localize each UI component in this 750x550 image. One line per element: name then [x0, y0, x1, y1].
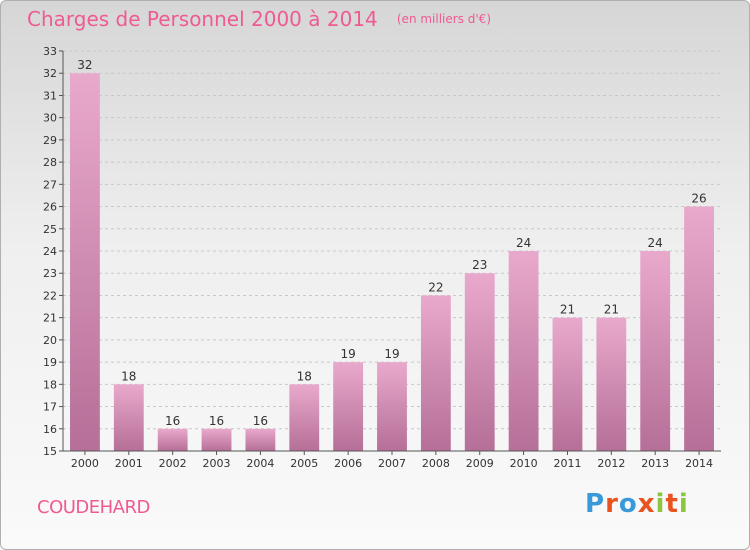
y-tick-label: 22 [43, 289, 57, 302]
data-label: 23 [472, 258, 487, 272]
bar-2014[interactable] [684, 206, 714, 451]
logo-letter: t [665, 489, 679, 519]
chart-title: Charges de Personnel 2000 à 2014 [27, 7, 378, 31]
bar-2007[interactable] [377, 362, 407, 451]
chart-subtitle: (en milliers d'€) [396, 12, 491, 26]
logo-letter: i [655, 489, 666, 519]
bar-2002[interactable] [157, 428, 188, 451]
x-tick-label: 2008 [422, 457, 450, 470]
y-tick-label: 33 [43, 45, 57, 58]
data-label: 16 [253, 414, 268, 428]
data-label: 18 [121, 369, 136, 383]
proxiti-logo[interactable]: Proxiti [585, 489, 689, 519]
axis-layer: 15 16 17 18 19 20 21 22 23 24 25 26 27 28 29 30 31 32 33 20… [43, 45, 721, 470]
y-tick-label: 15 [43, 445, 57, 458]
data-label: 22 [428, 280, 443, 294]
bar-2009[interactable] [464, 273, 495, 451]
y-tick-label: 24 [43, 245, 57, 258]
bar-2008[interactable] [420, 295, 451, 451]
y-tick-label: 26 [43, 201, 57, 214]
data-label: 18 [297, 369, 312, 383]
bar-2000[interactable] [70, 73, 100, 451]
data-label: 19 [384, 347, 399, 361]
logo-letter: i [678, 489, 689, 519]
x-tick-label: 2013 [641, 457, 669, 470]
bar-layer [70, 73, 714, 451]
logo-letter: o [618, 489, 638, 519]
title-row: Charges de Personnel 2000 à 2014 (en mil… [27, 7, 491, 31]
data-label: 26 [691, 192, 706, 206]
x-tick-label: 2010 [510, 457, 538, 470]
data-label: 21 [560, 303, 575, 317]
bar-2001[interactable] [113, 384, 144, 451]
bar-2005[interactable] [289, 384, 320, 451]
y-tick-label: 17 [43, 401, 57, 414]
bar-2010[interactable] [508, 251, 539, 451]
x-tick-label: 2011 [553, 457, 581, 470]
data-label: 21 [604, 303, 619, 317]
logo-letter: r [605, 489, 619, 519]
x-tick-label: 2004 [246, 457, 274, 470]
data-label: 19 [340, 347, 355, 361]
y-tick-label: 23 [43, 267, 57, 280]
data-label: 24 [516, 236, 531, 250]
place-name: COUDEHARD [37, 497, 150, 518]
logo-letter: x [637, 489, 656, 519]
bar-2006[interactable] [333, 362, 364, 451]
data-label: 32 [77, 58, 92, 72]
x-tick-label: 2007 [378, 457, 406, 470]
y-tick-label: 29 [43, 134, 57, 147]
x-tick-label: 2009 [466, 457, 494, 470]
x-tick-label: 2000 [71, 457, 99, 470]
y-tick-label: 25 [43, 223, 57, 236]
y-tick-label: 18 [43, 378, 57, 391]
y-tick-label: 31 [43, 89, 57, 102]
bar-2012[interactable] [596, 317, 627, 451]
bar-2003[interactable] [201, 428, 232, 451]
y-tick-label: 16 [43, 423, 57, 436]
x-tick-label: 2014 [685, 457, 713, 470]
y-tick-label: 30 [43, 112, 57, 125]
x-tick-label: 2002 [159, 457, 187, 470]
bar-2004[interactable] [245, 428, 276, 451]
data-label: 24 [648, 236, 663, 250]
y-tick-label: 21 [43, 312, 57, 325]
x-tick-label: 2006 [334, 457, 362, 470]
y-tick-label: 19 [43, 356, 57, 369]
data-label: 16 [209, 414, 224, 428]
bar-2011[interactable] [552, 317, 583, 451]
x-tick-label: 2012 [597, 457, 625, 470]
y-tick-label: 28 [43, 156, 57, 169]
x-tick-label: 2003 [203, 457, 231, 470]
bar-2013[interactable] [640, 251, 671, 451]
label-layer: 32 18 16 16 16 18 19 19 22 23 24 21 21 24 26 [77, 58, 706, 428]
logo-letter: P [585, 489, 606, 519]
y-tick-label: 32 [43, 67, 57, 80]
y-tick-label: 20 [43, 334, 57, 347]
x-tick-label: 2001 [115, 457, 143, 470]
x-tick-label: 2005 [290, 457, 318, 470]
y-tick-label: 27 [43, 178, 57, 191]
data-label: 16 [165, 414, 180, 428]
